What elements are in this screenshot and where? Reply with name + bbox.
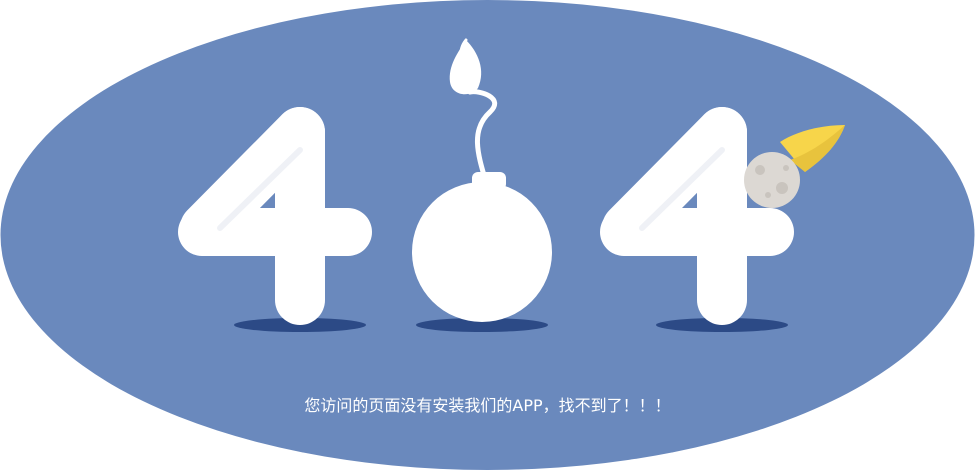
rocket-flame-icon [780,125,845,172]
moon-icon [744,152,800,208]
shadow-middle [416,318,548,332]
bomb-zero-icon [412,38,552,322]
digit-four-icon [178,107,372,325]
error-message: 您访问的页面没有安装我们的APP，找不到了！！！ [304,396,671,415]
digit-four-icon-right [600,107,794,325]
